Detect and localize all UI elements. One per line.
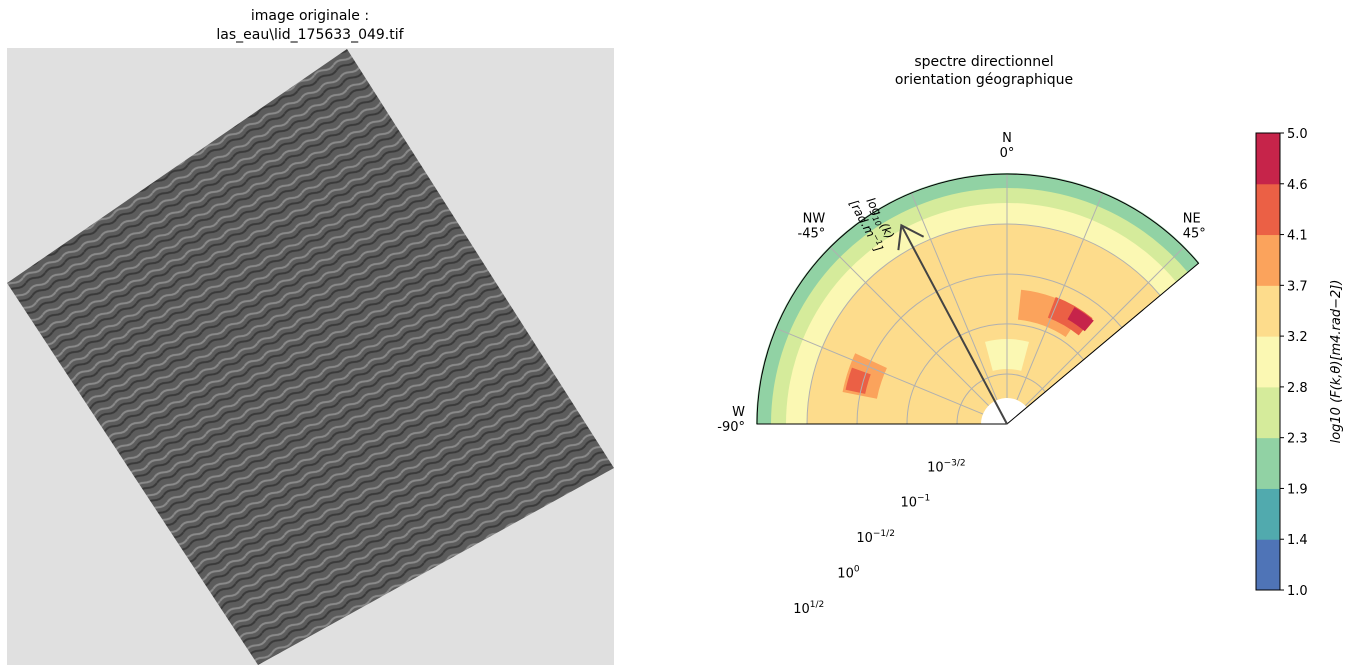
- angular-gridline: [829, 246, 989, 406]
- direction-label: N: [1002, 131, 1012, 146]
- colorbar-tick-label: 3.2: [1287, 330, 1308, 345]
- angular-gridline: [910, 192, 998, 401]
- colorbar-segment: [1256, 539, 1280, 591]
- spectrum-band: [786, 203, 1177, 424]
- direction-label: NW: [803, 211, 826, 226]
- colorbar-segment: [1256, 488, 1280, 540]
- polar-chart: spectre directionnel orientation géograp…: [717, 54, 1206, 617]
- spectrum-patch: [845, 367, 871, 394]
- spectrum-patch: [1067, 307, 1094, 332]
- colorbar-frame: [1255, 132, 1281, 591]
- colorbar-tick-label: 1.9: [1287, 482, 1308, 497]
- colorbar-tick-label: 4.6: [1287, 178, 1308, 193]
- radial-tick-label: 10−1: [900, 494, 930, 511]
- angular-gridline: [775, 327, 984, 415]
- chart-title-line2: orientation géographique: [895, 72, 1073, 88]
- direction-degree: -45°: [798, 226, 826, 241]
- radial-tick-label: 10−3/2: [927, 458, 966, 475]
- radial-axis-arrowhead: [897, 223, 925, 251]
- image-title-line2: las_eau\lid_175633_049.tif: [216, 27, 404, 43]
- direction-degree: 45°: [1183, 226, 1206, 241]
- spectrum-patch: [916, 325, 989, 397]
- colorbar-tick-label: 5.0: [1287, 127, 1308, 142]
- radial-tick-label: 100: [837, 564, 860, 581]
- colorbar-tick-label: 4.1: [1287, 229, 1308, 244]
- colorbar-label: log10 (F(k,θ)[m4.rad−2]): [1329, 280, 1344, 444]
- colorbar-tick-label: 2.8: [1287, 381, 1308, 396]
- chart-title-line1: spectre directionnel: [914, 54, 1053, 70]
- colorbar-segment: [1256, 183, 1280, 236]
- colorbar-segment: [1256, 234, 1280, 286]
- direction-degree: -90°: [717, 420, 745, 435]
- angular-gridline: [1025, 246, 1185, 406]
- colorbar: 5.0 4.6 4.1 3.7 3.2 2.8 2.3 1.9 1.4 1.0 log10 (F(k…: [1255, 127, 1344, 599]
- colorbar-segment: [1256, 336, 1280, 388]
- colorbar-tick-label: 1.0: [1287, 584, 1308, 599]
- colorbar-tick-label: 3.7: [1287, 279, 1308, 294]
- colorbar-segment: [1256, 285, 1280, 337]
- lidar-image: [7, 49, 614, 665]
- direction-degree: 0°: [1000, 146, 1015, 161]
- direction-label: W: [732, 405, 745, 420]
- colorbar-tick-label: 2.3: [1287, 432, 1308, 447]
- image-title-line1: image originale :: [251, 8, 369, 24]
- polar-grid: [756, 173, 1200, 425]
- colorbar-segment: [1256, 437, 1280, 489]
- direction-label: NE: [1183, 211, 1201, 226]
- polar-frame: [756, 173, 1200, 425]
- radial-axis-arrow: [900, 224, 1008, 425]
- radial-tick-label: 10−1/2: [856, 529, 895, 546]
- colorbar-tick-label: 1.4: [1287, 533, 1308, 548]
- angular-gridline: [1016, 192, 1104, 401]
- radial-tick-label: 101/2: [793, 600, 824, 617]
- colorbar-segment: [1256, 386, 1280, 439]
- original-image-panel: image originale : las_eau\lid_175633_049…: [7, 8, 614, 665]
- colorbar-segment: [1256, 133, 1280, 185]
